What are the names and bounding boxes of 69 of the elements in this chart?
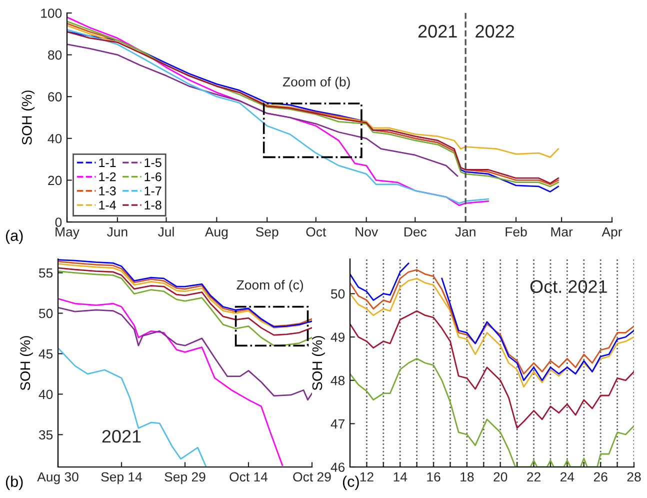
- x-tick-label: Apr: [602, 227, 622, 240]
- legend-label: 1-7: [144, 186, 162, 196]
- x-tick-label: Nov: [356, 227, 378, 237]
- x-tick-label: 22: [527, 472, 540, 482]
- legend-label: 1-1: [99, 158, 116, 167]
- y-tick-label: 50: [330, 289, 345, 299]
- y-tick-label: 40: [38, 390, 53, 400]
- x-tick-label: 12: [360, 472, 374, 482]
- legend-label: 1-2: [99, 172, 116, 182]
- x-tick-label: 14: [394, 472, 408, 482]
- line-series: [58, 298, 284, 466]
- line-series: [58, 267, 312, 336]
- y-tick-label: 49: [330, 332, 345, 342]
- x-tick-label: Aug: [204, 227, 228, 240]
- line-series: [350, 278, 634, 388]
- text: (a): [6, 230, 23, 244]
- y-tick-label: 45: [38, 349, 53, 359]
- y-axis-title: SOH (%): [22, 90, 35, 145]
- x-tick-label: Sep: [256, 227, 278, 240]
- legend-label: 1-5: [144, 158, 162, 168]
- line-series: [350, 310, 634, 429]
- y-tick-label: 80: [48, 50, 62, 60]
- y-tick-label: 35: [38, 430, 53, 440]
- legend-label: 1-6: [144, 172, 162, 182]
- y-tick-label: 100: [41, 8, 62, 18]
- x-tick-label: Oct: [306, 227, 326, 237]
- x-tick-label: 24: [560, 472, 574, 482]
- annotation: 2022: [476, 24, 514, 38]
- annotation: 2021: [102, 430, 141, 443]
- y-tick-label: 0: [55, 218, 62, 227]
- x-tick-label: Feb: [506, 226, 527, 237]
- x-tick-label: 26: [594, 472, 608, 482]
- annotation: Zoom of (b): [282, 76, 350, 90]
- x-tick-label: Aug 30: [37, 472, 78, 484]
- x-tick-label: Oct 14: [230, 472, 268, 482]
- y-tick-label: 40: [48, 134, 62, 144]
- x-tick-label: May: [56, 227, 80, 240]
- annotation: Oct. 2021: [530, 280, 607, 293]
- x-tick-label: Sep 29: [164, 472, 206, 484]
- y-tick-label: 20: [48, 176, 62, 186]
- x-tick-label: Jan: [455, 227, 476, 237]
- text: (b): [6, 476, 23, 490]
- y-axis-title: SOH (%): [20, 336, 33, 390]
- y-tick-label: 50: [38, 308, 53, 318]
- x-tick-label: Jul: [158, 226, 174, 237]
- y-tick-label: 46: [330, 462, 345, 472]
- legend-label: 1-3: [99, 186, 116, 196]
- line-series: [58, 306, 312, 401]
- x-tick-label: 20: [494, 472, 508, 482]
- y-tick-label: 47: [330, 419, 344, 428]
- text: (c): [342, 476, 359, 490]
- line-series: [58, 270, 312, 346]
- y-tick-label: 48: [330, 376, 345, 386]
- legend-label: 1-8: [144, 200, 162, 210]
- x-tick-label: Oct 29: [293, 472, 331, 482]
- y-tick-label: 60: [48, 92, 62, 102]
- annotation: 2021: [418, 24, 457, 38]
- legend-label: 1-4: [99, 200, 116, 210]
- x-tick-label: 28: [627, 472, 641, 482]
- line-series: [58, 347, 207, 467]
- x-tick-label: Mar: [551, 227, 573, 237]
- x-tick-label: Jun: [107, 227, 128, 237]
- x-tick-label: Dec: [404, 227, 427, 237]
- annotation: Zoom of (c): [236, 280, 303, 292]
- y-tick-label: 55: [38, 268, 53, 278]
- y-axis-title: SOH (%): [312, 336, 325, 390]
- x-tick-label: 18: [460, 472, 474, 482]
- x-tick-label: 16: [427, 472, 440, 482]
- x-tick-label: Sep 14: [101, 472, 142, 484]
